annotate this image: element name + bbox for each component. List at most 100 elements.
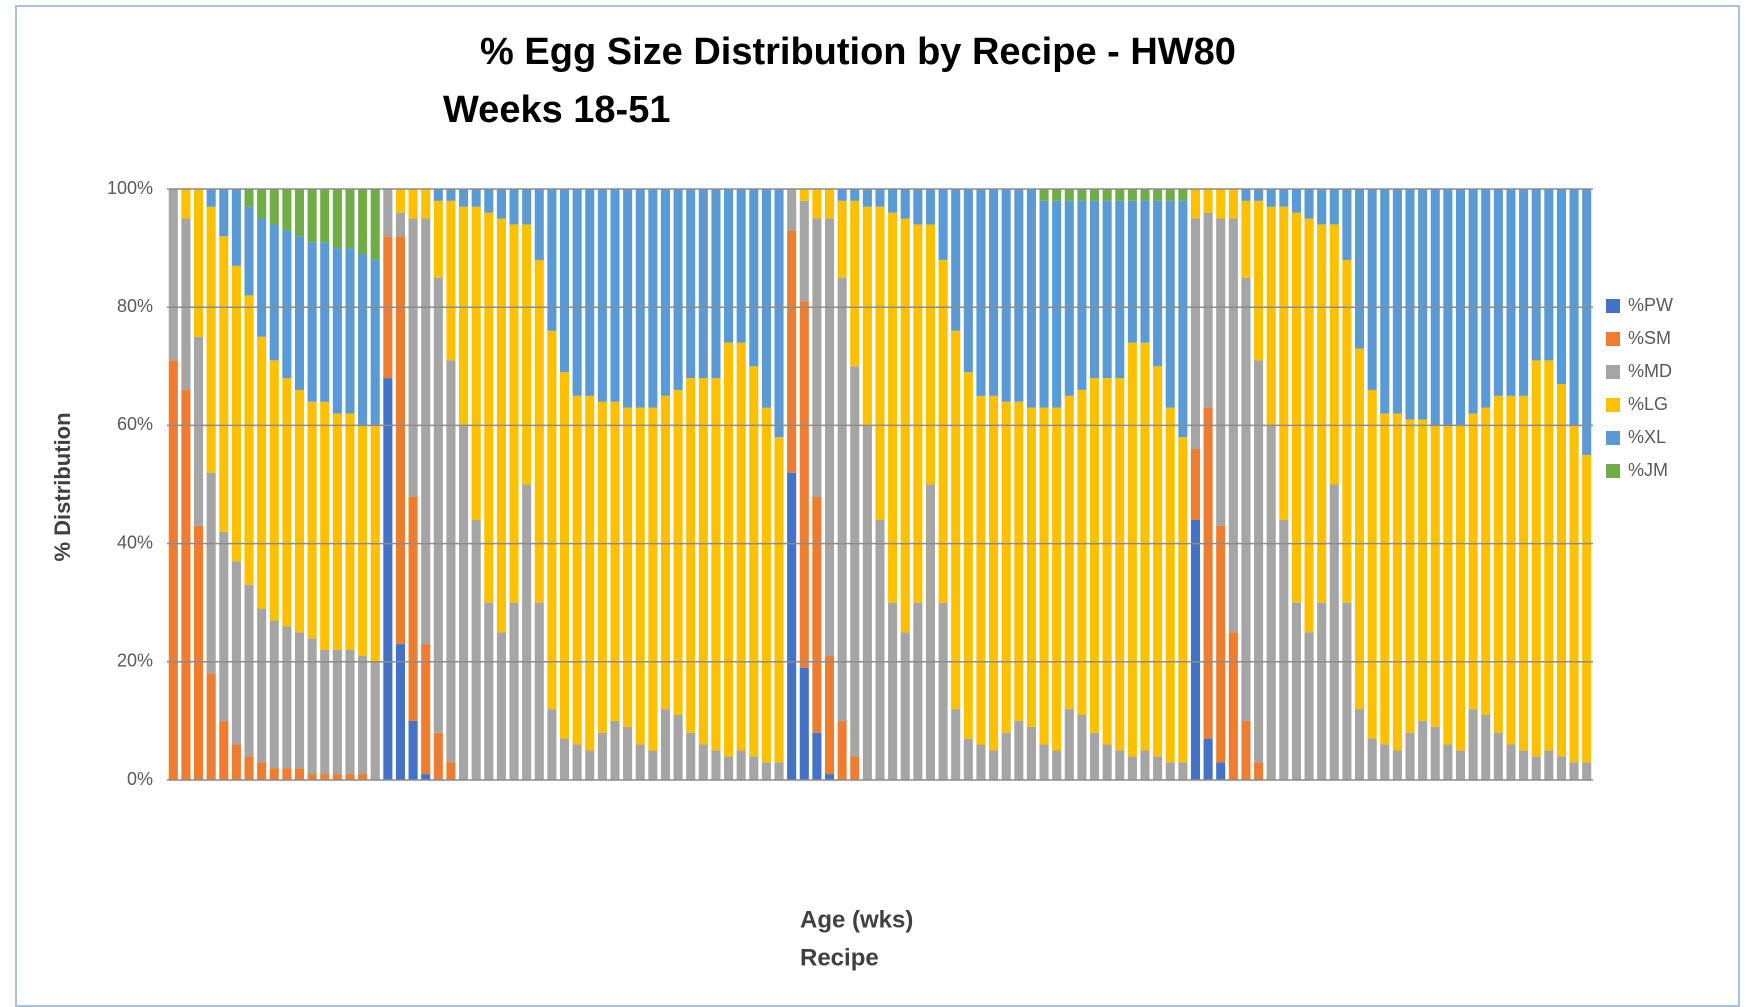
bar-segment	[1203, 189, 1213, 213]
bar-segment	[1153, 756, 1163, 780]
bar-segment	[294, 632, 305, 769]
bar-segment	[294, 389, 305, 633]
bar-segment	[1418, 189, 1428, 420]
bar-segment	[1077, 714, 1087, 780]
y-tick-label: 20%	[117, 651, 153, 671]
bar-segment	[862, 206, 872, 426]
y-tick-label: 80%	[117, 296, 153, 316]
bar-segment	[332, 774, 342, 780]
x-axis-label: Age (wks)	[800, 906, 913, 933]
bar-segment	[736, 342, 746, 751]
bar-segment	[168, 360, 178, 780]
bar-segment	[1506, 395, 1516, 745]
bar-segment	[913, 224, 923, 603]
bar-segment	[698, 378, 708, 745]
bar-segment	[1026, 189, 1036, 408]
bar-segment	[1506, 189, 1516, 396]
bar-segment	[1165, 407, 1175, 763]
bar-segment	[724, 189, 734, 343]
bar-segment	[862, 425, 872, 780]
bar-segment	[1556, 189, 1566, 385]
bar-segment	[1468, 709, 1478, 780]
bar-segment	[1266, 206, 1276, 426]
bar-segment	[1039, 200, 1049, 408]
bar-segment	[1544, 750, 1554, 780]
bar-segment	[219, 189, 229, 237]
bar-segment	[572, 744, 582, 780]
bar-segment	[812, 189, 822, 219]
bars	[168, 189, 1592, 780]
bar-segment	[1102, 378, 1112, 745]
bar-segment	[534, 259, 544, 603]
bar-segment	[282, 189, 292, 231]
bar-segment	[686, 189, 696, 379]
bar-segment	[925, 189, 936, 225]
bar-segment	[257, 762, 267, 780]
bar-segment	[231, 561, 241, 745]
bar-segment	[1228, 189, 1238, 219]
bar-segment	[1481, 407, 1491, 715]
bar-segment	[509, 189, 519, 225]
bar-segment	[383, 189, 393, 237]
bar-segment	[395, 644, 406, 780]
bar-segment	[976, 744, 986, 780]
bar-segment	[976, 189, 986, 396]
bar-segment	[976, 395, 986, 745]
chart-subtitle: Weeks 18-51	[443, 89, 670, 131]
bar-segment	[294, 768, 305, 780]
bar-segment	[484, 189, 494, 213]
bar-segment	[673, 389, 683, 715]
bar-segment	[913, 189, 923, 225]
bar-segment	[1127, 756, 1137, 780]
bar-segment	[1178, 437, 1188, 763]
bar-segment	[1254, 762, 1264, 780]
bar-segment	[1127, 200, 1137, 343]
bar-segment	[522, 224, 532, 485]
y-tick-label: 40%	[117, 532, 153, 552]
bar-segment	[1317, 224, 1327, 603]
bar-segment	[787, 230, 797, 473]
bar-segment	[1165, 200, 1175, 408]
bar-segment	[925, 484, 936, 780]
bar-segment	[168, 189, 178, 361]
bar-segment	[749, 189, 759, 367]
bar-segment	[812, 496, 822, 733]
bar-segment	[370, 661, 380, 780]
bar-segment	[837, 189, 847, 201]
bar-segment	[282, 768, 292, 780]
bar-segment	[559, 372, 570, 739]
bar-segment	[358, 425, 368, 656]
bar-segment	[1190, 189, 1201, 219]
bar-segment	[1165, 762, 1175, 780]
bar-segment	[421, 644, 431, 775]
y-tick-label: 100%	[107, 178, 153, 198]
bar-segment	[383, 378, 393, 780]
bar-segment	[534, 189, 544, 260]
bar-segment	[181, 389, 191, 780]
bar-segment	[219, 236, 229, 532]
bar-segment	[332, 413, 342, 650]
bar-segment	[547, 330, 557, 710]
bar-segment	[1089, 200, 1100, 379]
bar-segment	[231, 189, 241, 266]
bar-segment	[648, 407, 658, 751]
bar-segment	[1014, 401, 1024, 721]
bar-segment	[307, 401, 317, 639]
bar-segment	[433, 277, 443, 733]
bar-segment	[711, 750, 721, 780]
bar-segment	[1077, 200, 1087, 390]
bar-segment	[534, 602, 544, 780]
bar-segment	[395, 189, 406, 213]
bar-segment	[572, 395, 582, 745]
bar-segment	[320, 774, 330, 780]
bar-segment	[1569, 762, 1579, 780]
bar-segment	[1077, 389, 1087, 715]
bar-segment	[1216, 525, 1226, 763]
bar-segment	[421, 218, 431, 645]
bar-segment	[1077, 189, 1087, 201]
bar-segment	[1178, 200, 1188, 438]
bar-segment	[345, 248, 355, 414]
bar-segment	[1203, 212, 1213, 408]
bar-segment	[1493, 395, 1503, 733]
bar-segment	[951, 709, 961, 780]
